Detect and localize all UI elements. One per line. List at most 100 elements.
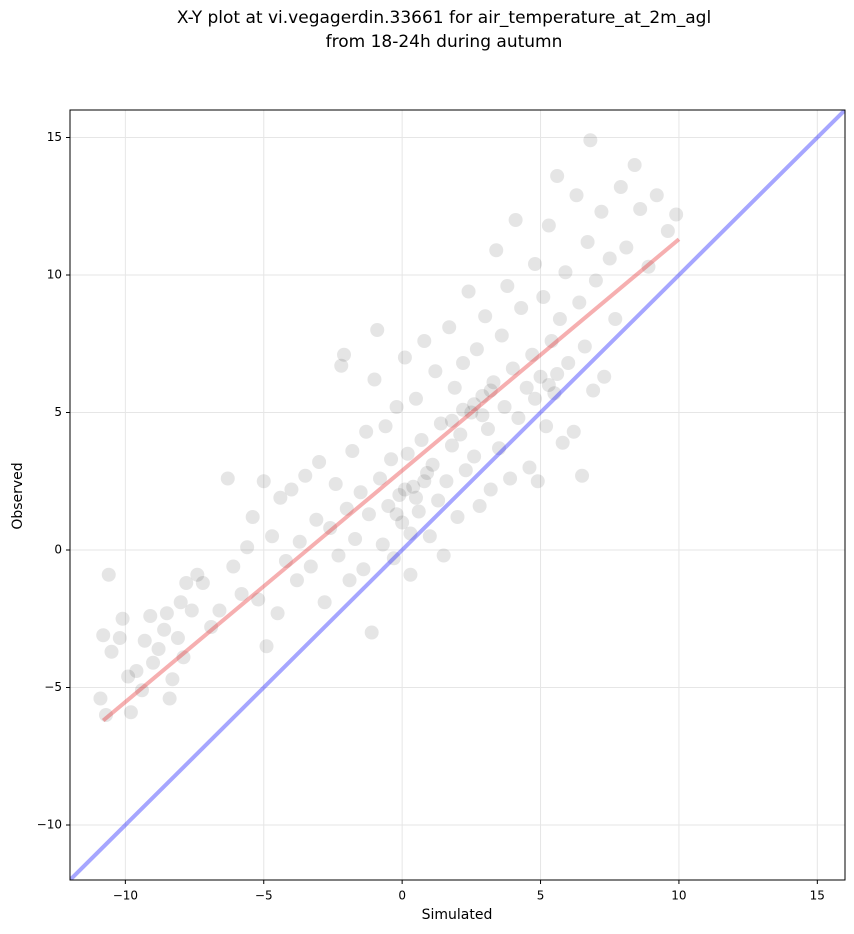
point [381, 499, 396, 513]
point [157, 622, 172, 637]
y-tick-label: 10 [47, 268, 62, 282]
point [619, 240, 634, 255]
y-tick-label: −10 [37, 818, 62, 832]
point [447, 380, 462, 395]
point [397, 350, 412, 365]
point [93, 691, 108, 706]
point [597, 369, 612, 384]
point [586, 383, 601, 398]
point [364, 625, 379, 640]
point [170, 631, 185, 645]
point [505, 361, 520, 376]
point [489, 243, 504, 258]
point [422, 529, 437, 544]
point [292, 534, 307, 549]
point [547, 386, 562, 401]
point [431, 493, 446, 508]
point [298, 468, 313, 483]
point [112, 631, 127, 645]
point [486, 375, 501, 390]
point [450, 510, 465, 524]
point [386, 551, 401, 566]
point [417, 474, 432, 489]
point [467, 397, 482, 412]
point [212, 603, 227, 618]
point [580, 235, 595, 249]
point [442, 320, 457, 335]
point [98, 708, 113, 722]
point [444, 438, 459, 453]
point [558, 265, 573, 280]
point [115, 611, 130, 626]
point [256, 474, 271, 489]
point [453, 427, 468, 442]
point [151, 642, 166, 656]
point [317, 595, 332, 610]
point [176, 650, 191, 665]
x-tick-label: 0 [398, 889, 406, 903]
point [359, 424, 374, 439]
point [101, 567, 116, 582]
point [384, 452, 399, 467]
point [577, 339, 592, 354]
point [403, 567, 418, 582]
point [528, 391, 542, 406]
point [353, 485, 368, 500]
point [436, 548, 451, 563]
point [414, 433, 429, 447]
x-tick-label: −5 [255, 889, 273, 903]
point [373, 471, 387, 486]
point [494, 328, 509, 343]
x-tick-label: 15 [810, 889, 825, 903]
point [179, 576, 194, 590]
point [408, 391, 423, 406]
point [389, 507, 404, 522]
point [165, 672, 180, 687]
point [309, 512, 324, 527]
point [475, 389, 490, 403]
point [669, 207, 684, 222]
point [104, 644, 119, 659]
point [417, 334, 432, 348]
point [265, 529, 280, 544]
point [345, 444, 360, 458]
point [342, 573, 357, 588]
point [572, 295, 587, 310]
point [397, 482, 412, 497]
y-tick-label: −5 [44, 680, 62, 694]
point [519, 380, 534, 395]
plot-frame [69, 109, 846, 881]
point [195, 576, 210, 590]
point [143, 609, 158, 623]
point [594, 204, 609, 219]
point [583, 133, 598, 148]
point [245, 510, 260, 524]
point [458, 463, 473, 478]
point [400, 446, 415, 461]
point [428, 364, 443, 379]
x-tick-label: 5 [537, 889, 545, 903]
point [146, 655, 161, 670]
point [561, 356, 576, 370]
point [303, 559, 318, 574]
point [312, 455, 327, 469]
point [522, 460, 537, 475]
point [284, 482, 299, 497]
point [425, 457, 440, 472]
point [566, 424, 581, 439]
point [395, 515, 410, 530]
point [406, 479, 421, 494]
point [575, 468, 590, 483]
point [464, 405, 479, 420]
point [162, 691, 177, 706]
point [539, 419, 554, 434]
fit-line [101, 237, 681, 723]
point [500, 279, 515, 293]
point [121, 669, 136, 684]
point [259, 639, 274, 654]
point [461, 284, 476, 299]
point [348, 532, 363, 546]
point [375, 537, 390, 552]
point [251, 592, 266, 607]
